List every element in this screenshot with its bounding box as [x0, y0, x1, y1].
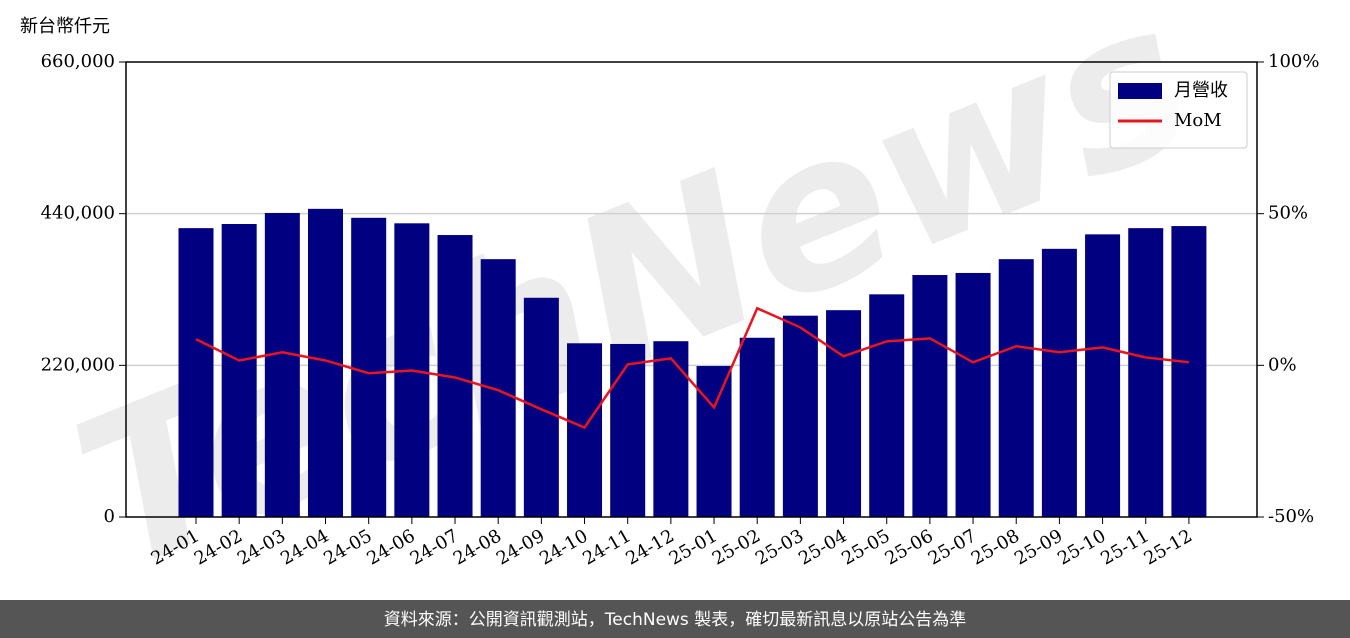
bar: [998, 259, 1034, 517]
bar: [1041, 248, 1077, 518]
bar: [955, 272, 991, 517]
bar: [1085, 234, 1121, 517]
bar: [869, 294, 905, 517]
legend-swatch: [1118, 83, 1162, 99]
bar: [1171, 226, 1207, 518]
bar: [567, 343, 603, 517]
bar: [351, 217, 387, 517]
bar: [221, 224, 257, 517]
y-tick-label: 660,000: [41, 51, 115, 72]
bar: [480, 259, 516, 517]
bar: [696, 366, 732, 517]
bar: [826, 310, 862, 517]
bar: [264, 212, 300, 517]
y-tick-label: 440,000: [41, 203, 115, 224]
y2-tick-label: 50%: [1268, 203, 1308, 224]
bar: [610, 343, 646, 517]
bar: [782, 315, 818, 517]
line: [195, 306, 1190, 430]
footer-bar: [0, 600, 1350, 638]
bar: [178, 228, 214, 518]
bar: [912, 275, 948, 517]
bar: [739, 337, 775, 517]
y-tick-label: 0: [104, 506, 115, 527]
plot-frame: [125, 61, 1258, 518]
bar: [1128, 228, 1164, 518]
legend-label: MoM: [1174, 110, 1222, 131]
y-axis-label: 新台幣仟元: [20, 16, 110, 37]
footer-text: 資料來源：公開資訊觀測站，TechNews 製表，確切最新訊息以原站公告為準: [384, 610, 966, 630]
y2-tick-label: 100%: [1268, 51, 1319, 72]
bar: [523, 297, 559, 517]
legend-label: 月營收: [1174, 80, 1228, 101]
y2-tick-label: -50%: [1268, 506, 1314, 527]
y-tick-label: 220,000: [41, 354, 115, 375]
y2-tick-label: 0%: [1268, 354, 1297, 375]
bar: [653, 341, 689, 517]
